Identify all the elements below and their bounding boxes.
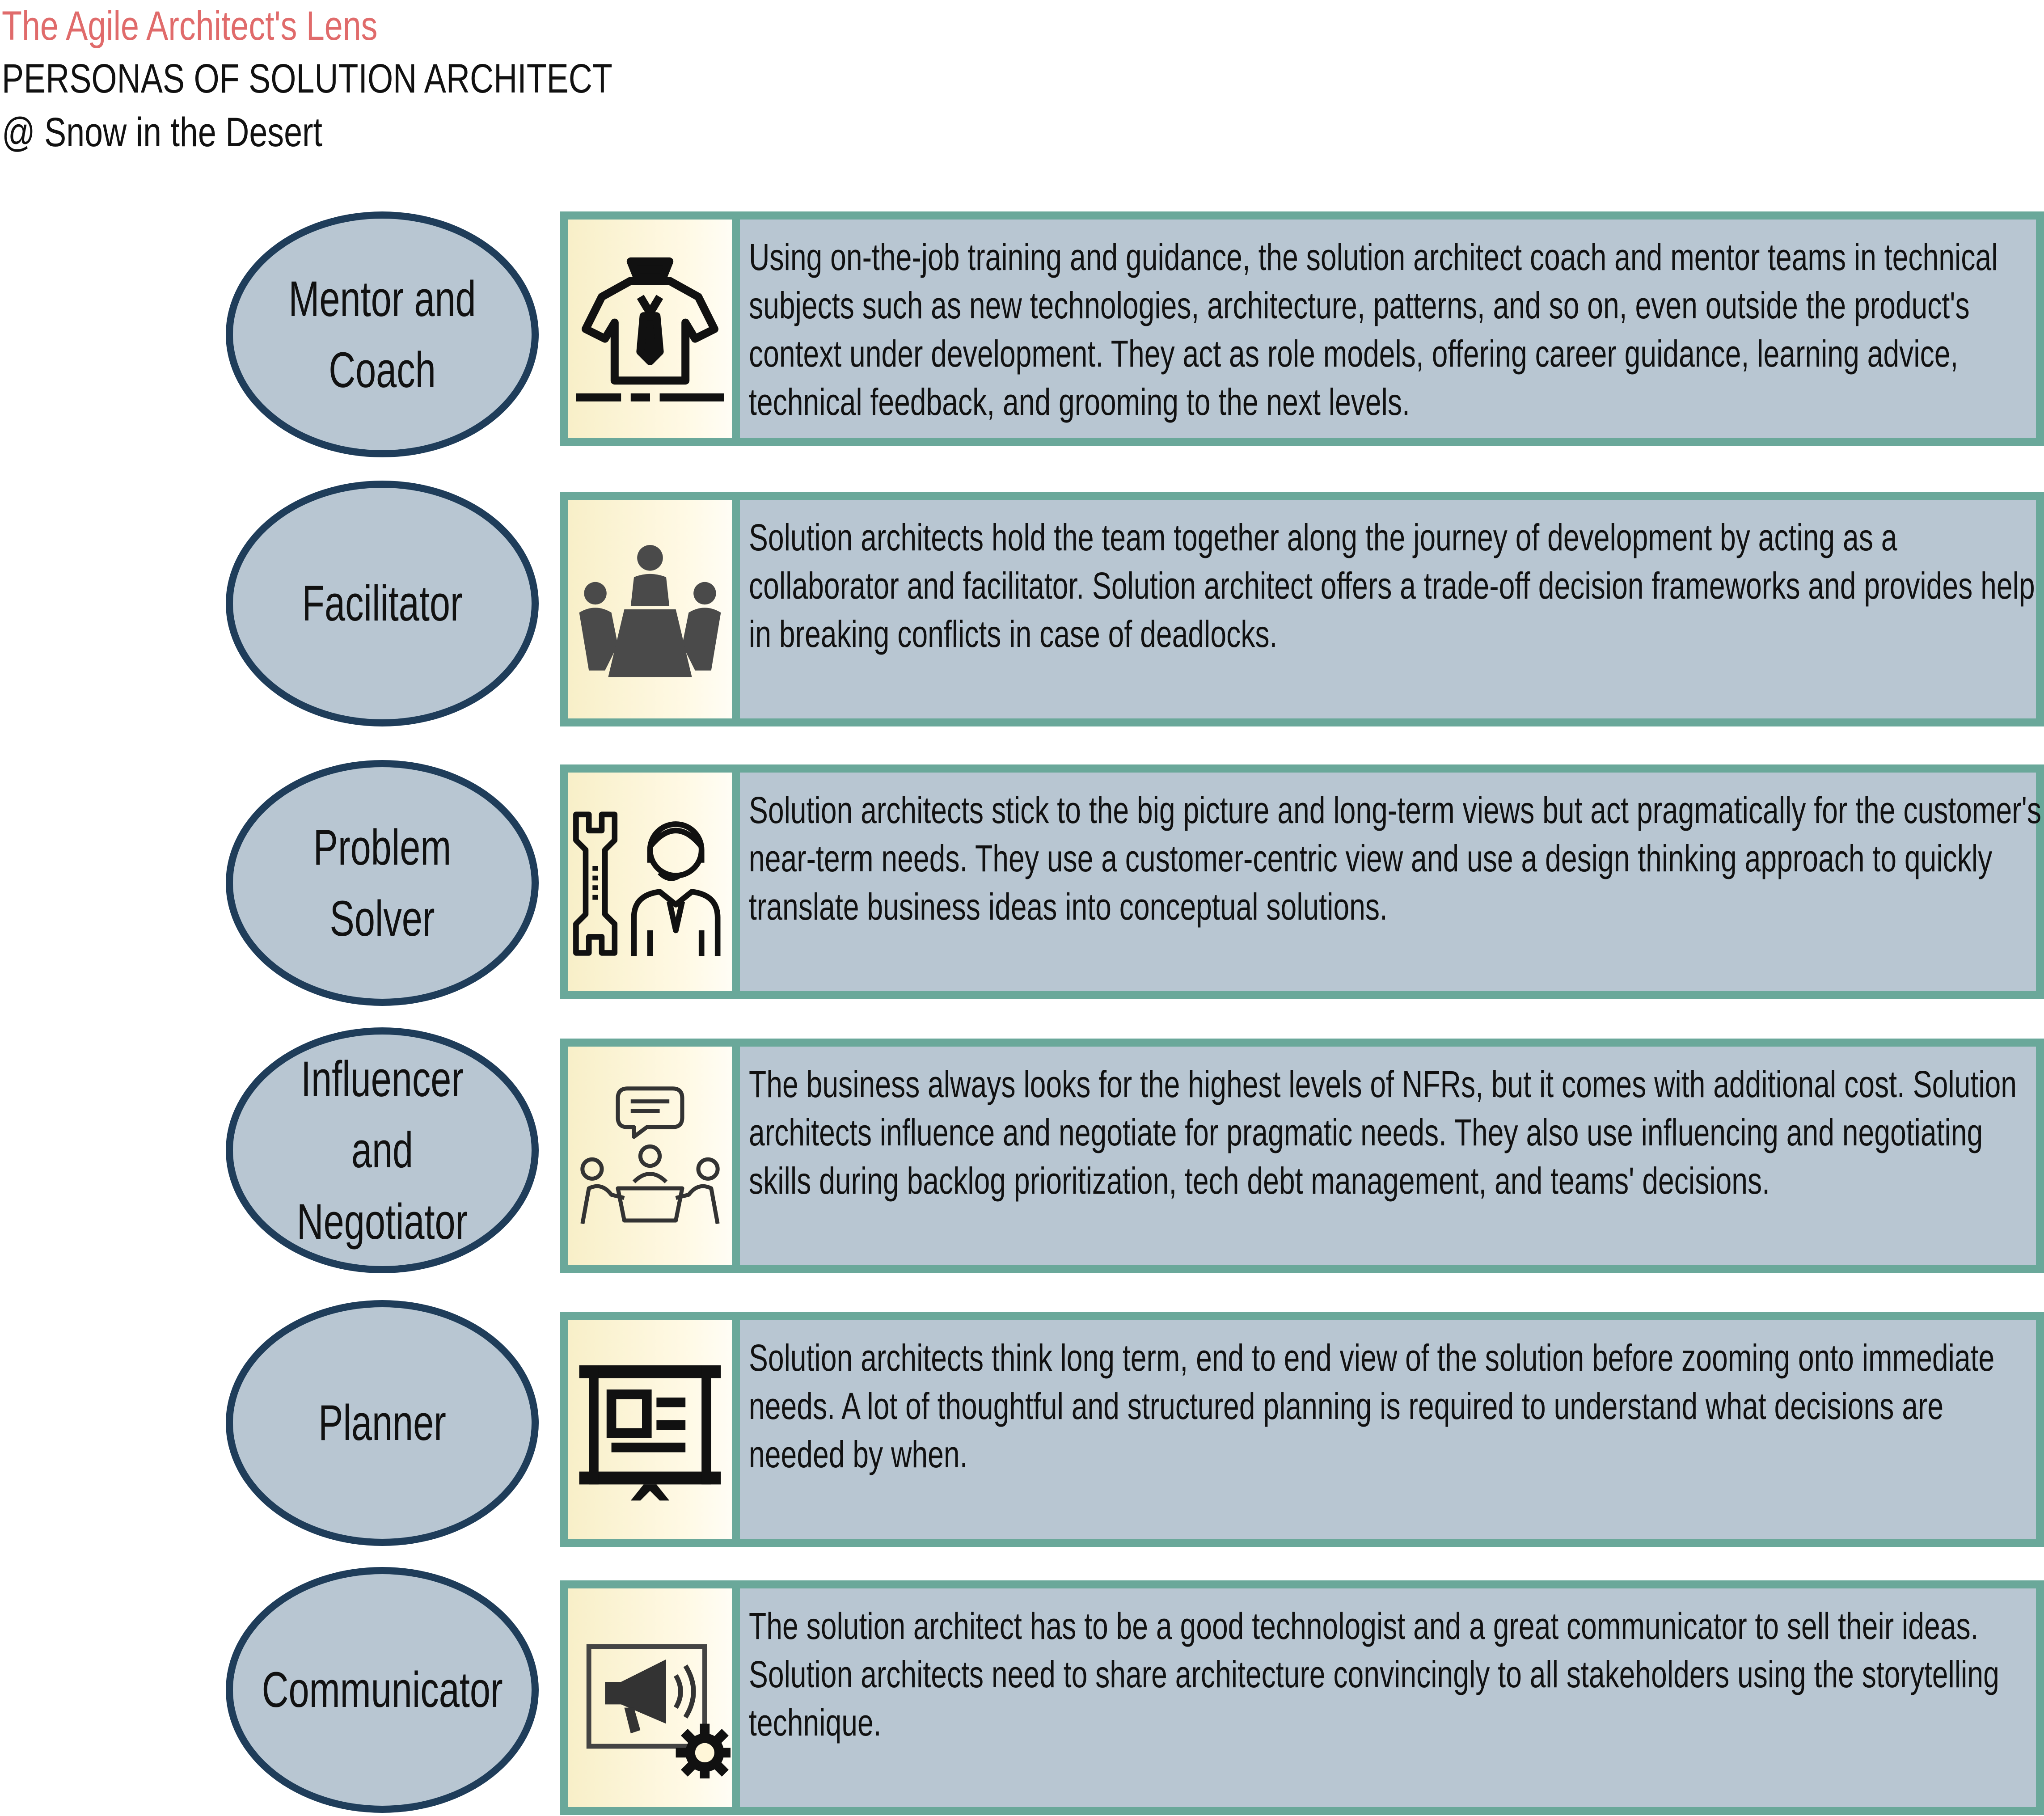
meeting-table-icon [579,545,721,677]
persona-card: Solution architects stick to the big pic… [560,764,2044,999]
negotiation-icon [580,1086,720,1224]
persona-ellipse: Mentor and Coach [226,211,539,457]
persona-ellipse: Communicator [226,1567,539,1813]
wrench-support-icon [573,811,720,956]
icon-box [568,500,740,718]
persona-description: The solution architect has to be a good … [749,1605,1999,1744]
persona-ellipse: Planner [226,1300,539,1546]
persona-description: The business always looks for the highes… [749,1063,2017,1202]
brand-title: The Agile Architect's Lens [2,3,378,49]
mentor-icon [575,257,724,401]
persona-ellipse: Facilitator [226,481,539,726]
persona-name: Influencer and Negotiator [296,1051,468,1250]
persona-name: Mentor and Coach [288,270,476,398]
persona-card: Using on-the-job training and guidance, … [560,211,2044,446]
icon-box [568,220,740,438]
persona-name: Facilitator [302,575,463,632]
icon-box [568,1588,740,1807]
icon-box [568,1047,740,1265]
icon-box [568,773,740,991]
page-title: PERSONAS OF SOLUTION ARCHITECT [2,56,612,101]
persona-name: Problem Solver [313,819,452,946]
persona-description: Using on-the-job training and guidance, … [749,236,1998,423]
persona-card: The business always looks for the highes… [560,1039,2044,1273]
persona-ellipse: Influencer and Negotiator [226,1027,539,1273]
persona-description: Solution architects hold the team togeth… [749,516,2035,655]
persona-ellipse: Problem Solver [226,760,539,1006]
icon-box [568,1320,740,1539]
persona-description: Solution architects stick to the big pic… [749,789,2041,928]
persona-card: The solution architect has to be a good … [560,1580,2044,1815]
megaphone-gear-icon [586,1643,731,1778]
presentation-board-icon [579,1365,721,1500]
persona-name: Planner [318,1395,446,1451]
author-credit: @ Snow in the Desert [2,110,322,155]
persona-card: Solution architects think long term, end… [560,1312,2044,1547]
persona-name: Communicator [262,1662,503,1718]
persona-card: Solution architects hold the team togeth… [560,492,2044,726]
persona-description: Solution architects think long term, end… [749,1337,1995,1475]
